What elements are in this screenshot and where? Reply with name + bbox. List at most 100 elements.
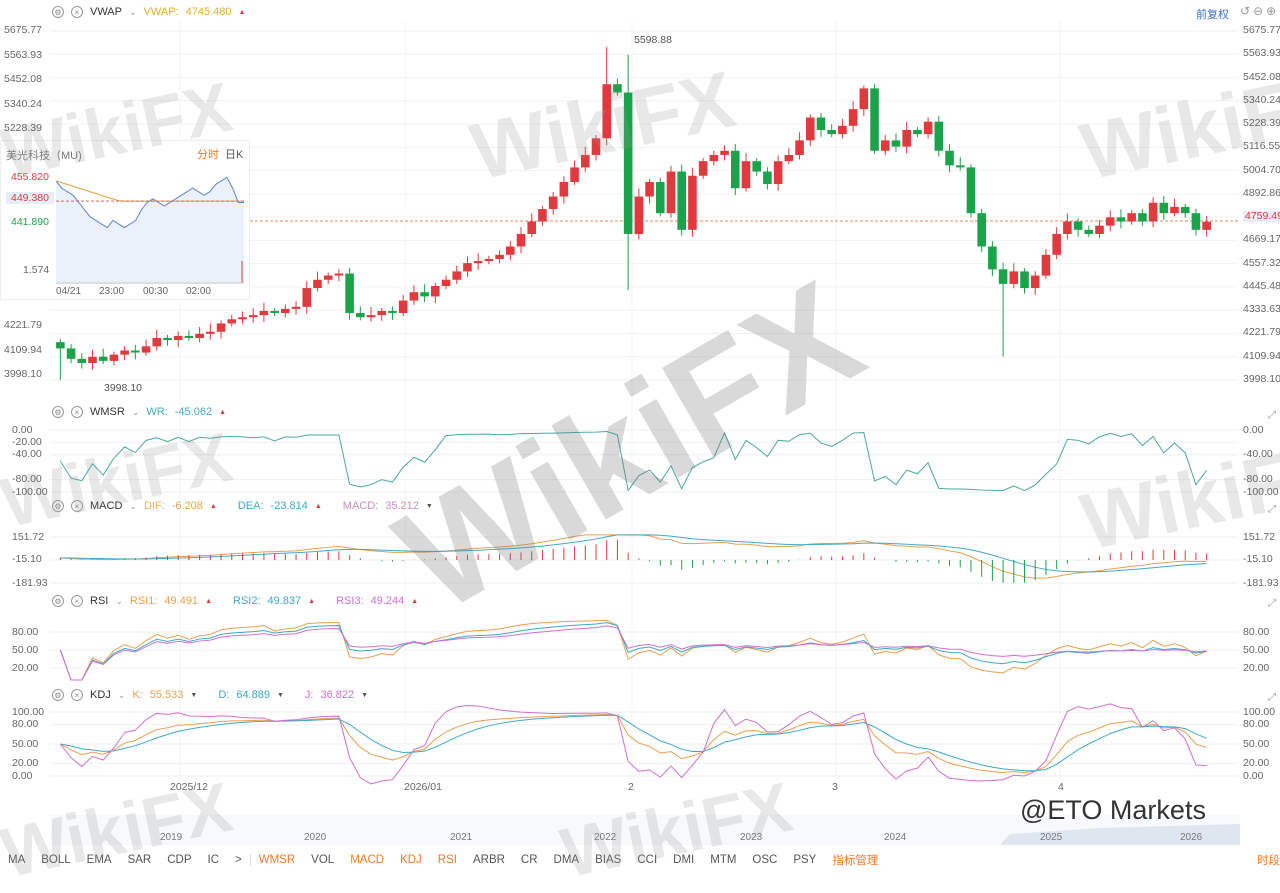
close-icon[interactable]: × — [71, 689, 83, 701]
inset-low-price: 441.890 — [11, 216, 49, 228]
chevron-down-icon[interactable]: ⌄ — [131, 406, 140, 417]
toolbar-item-macd[interactable]: MACD — [350, 854, 385, 866]
toolbar-item-wmsr[interactable]: WMSR — [258, 854, 296, 866]
close-icon[interactable]: × — [71, 406, 83, 418]
indicator-name[interactable]: KDJ — [90, 689, 111, 701]
settings-icon[interactable]: ⚙ — [52, 500, 64, 512]
candle-up — [473, 261, 483, 264]
expand-icon[interactable]: ⤢ — [1268, 504, 1276, 515]
toolbar-item-sar[interactable]: SAR — [127, 854, 152, 866]
close-icon[interactable]: × — [71, 595, 83, 607]
toolbar-item-cci[interactable]: CCI — [637, 854, 658, 866]
right-axis-label: 4221.79 — [1243, 326, 1280, 339]
candle-down — [356, 313, 365, 318]
toolbar-item-kdj[interactable]: KDJ — [400, 854, 422, 866]
rsi1-value: 49.491 — [164, 595, 199, 607]
main-indicator-header: ⚙ × VWAP ⌄ VWAP: 4745.480 ▲ — [52, 6, 245, 18]
candle-up — [559, 181, 569, 197]
candle-down — [763, 171, 772, 185]
candle-up — [1148, 202, 1158, 222]
candle-down — [977, 213, 986, 247]
d-label: D: — [218, 689, 230, 701]
toolbar-item-ema[interactable]: EMA — [86, 854, 112, 866]
right-axis-label: 4557.32 — [1243, 256, 1280, 269]
year-label: 2020 — [304, 832, 327, 843]
candle-down — [945, 150, 954, 166]
inset-time: 23:00 — [99, 286, 125, 297]
more-chevron-icon[interactable]: > — [227, 854, 251, 866]
candle-down — [827, 129, 836, 135]
settings-icon[interactable]: ⚙ — [52, 689, 64, 701]
d-line — [60, 714, 1207, 772]
chevron-down-icon[interactable]: ⌄ — [115, 595, 123, 606]
expand-icon[interactable]: ⤢ — [1268, 410, 1276, 421]
candle-up — [1030, 275, 1040, 289]
candle-up — [784, 154, 794, 162]
indicator-manage-button[interactable]: 指标管理 — [832, 855, 879, 867]
stock-inset-panel[interactable]: 美光科技（MU) 分时 日K 455.820 449.380 441.890 1… — [0, 140, 250, 300]
chart-canvas[interactable] — [0, 0, 1280, 870]
tab-daily[interactable]: 日K — [225, 149, 244, 161]
chevron-down-icon[interactable]: ⌄ — [129, 6, 137, 17]
candle-down — [66, 348, 76, 359]
candle-up — [463, 263, 472, 272]
j-label: J: — [304, 689, 314, 701]
indicator-toolbar: MA BOLL EMA SAR CDP IC > WMSR VOL MACD KDJ RSI ARBR C… — [0, 850, 1280, 870]
toolbar-item-cdp[interactable]: CDP — [167, 854, 192, 866]
rsi2-label: RSI2: — [233, 595, 261, 607]
period-button[interactable]: 时段 — [1257, 855, 1280, 867]
k-label: K: — [132, 689, 143, 701]
close-icon[interactable]: × — [71, 6, 83, 18]
date-label: 4 — [1058, 781, 1064, 793]
toolbar-item-boll[interactable]: BOLL — [41, 854, 71, 866]
date-label: 2 — [628, 781, 634, 793]
toolbar-item-rsi[interactable]: RSI — [437, 854, 457, 866]
right-axis-label: -15.10 — [1243, 553, 1273, 566]
toolbar-item-mtm[interactable]: MTM — [710, 854, 737, 866]
toolbar-item-psy[interactable]: PSY — [793, 854, 817, 866]
adjust-button[interactable]: 前复权 — [1196, 9, 1229, 21]
toolbar-item-cr[interactable]: CR — [520, 854, 538, 866]
toolbar-item-bias[interactable]: BIAS — [595, 854, 622, 866]
toolbar-item-vol[interactable]: VOL — [311, 854, 335, 866]
toolbar-item-arbr[interactable]: ARBR — [472, 854, 505, 866]
chevron-down-icon[interactable]: ⌄ — [117, 689, 126, 700]
indicator-name[interactable]: MACD — [90, 500, 123, 512]
rsi2-line — [59, 622, 1207, 681]
toolbar-item-dmi[interactable]: DMI — [673, 854, 695, 866]
indicator-name[interactable]: VWAP — [90, 6, 122, 18]
candle-up — [409, 292, 419, 301]
tab-intraday[interactable]: 分时 — [197, 149, 219, 161]
toolbar-item-osc[interactable]: OSC — [752, 854, 778, 866]
expand-icon[interactable]: ⤢ — [1268, 692, 1276, 703]
toolbar-item-ic[interactable]: IC — [207, 854, 220, 866]
right-axis-label: -40.00 — [1243, 448, 1273, 461]
settings-icon[interactable]: ⚙ — [52, 6, 64, 18]
settings-icon[interactable]: ⚙ — [52, 595, 64, 607]
right-axis-label: -100.00 — [1243, 485, 1279, 498]
toolbar-item-dma[interactable]: DMA — [553, 854, 580, 866]
right-axis-label: 5340.24 — [1243, 93, 1280, 106]
undo-icon[interactable]: ↺ — [1240, 4, 1254, 18]
date-label: 3 — [832, 781, 838, 793]
zoom-in-icon[interactable]: ⊕ — [1266, 4, 1280, 18]
toolbar-item-ma[interactable]: MA — [8, 854, 26, 866]
zoom-out-icon[interactable]: ⊖ — [1253, 4, 1267, 18]
right-axis-label: 20.00 — [1243, 756, 1270, 769]
close-icon[interactable]: × — [71, 500, 83, 512]
candle-up — [484, 258, 494, 262]
settings-icon[interactable]: ⚙ — [52, 406, 64, 418]
expand-icon[interactable]: ⤢ — [1268, 598, 1276, 609]
candle-down — [988, 246, 997, 270]
indicator-name[interactable]: WMSR — [90, 406, 125, 418]
inset-time: 02:00 — [186, 286, 212, 297]
low-price-label: 3998.10 — [104, 382, 142, 394]
chevron-down-icon[interactable]: ⌄ — [129, 500, 137, 511]
left-axis-label: 80.00 — [12, 625, 39, 638]
right-axis-label: 80.00 — [1243, 718, 1270, 731]
indicator-name[interactable]: RSI — [90, 595, 109, 607]
dea-line — [60, 534, 1207, 573]
candle-up — [838, 125, 847, 135]
candle-up — [538, 209, 547, 222]
candle-down — [1191, 213, 1201, 230]
